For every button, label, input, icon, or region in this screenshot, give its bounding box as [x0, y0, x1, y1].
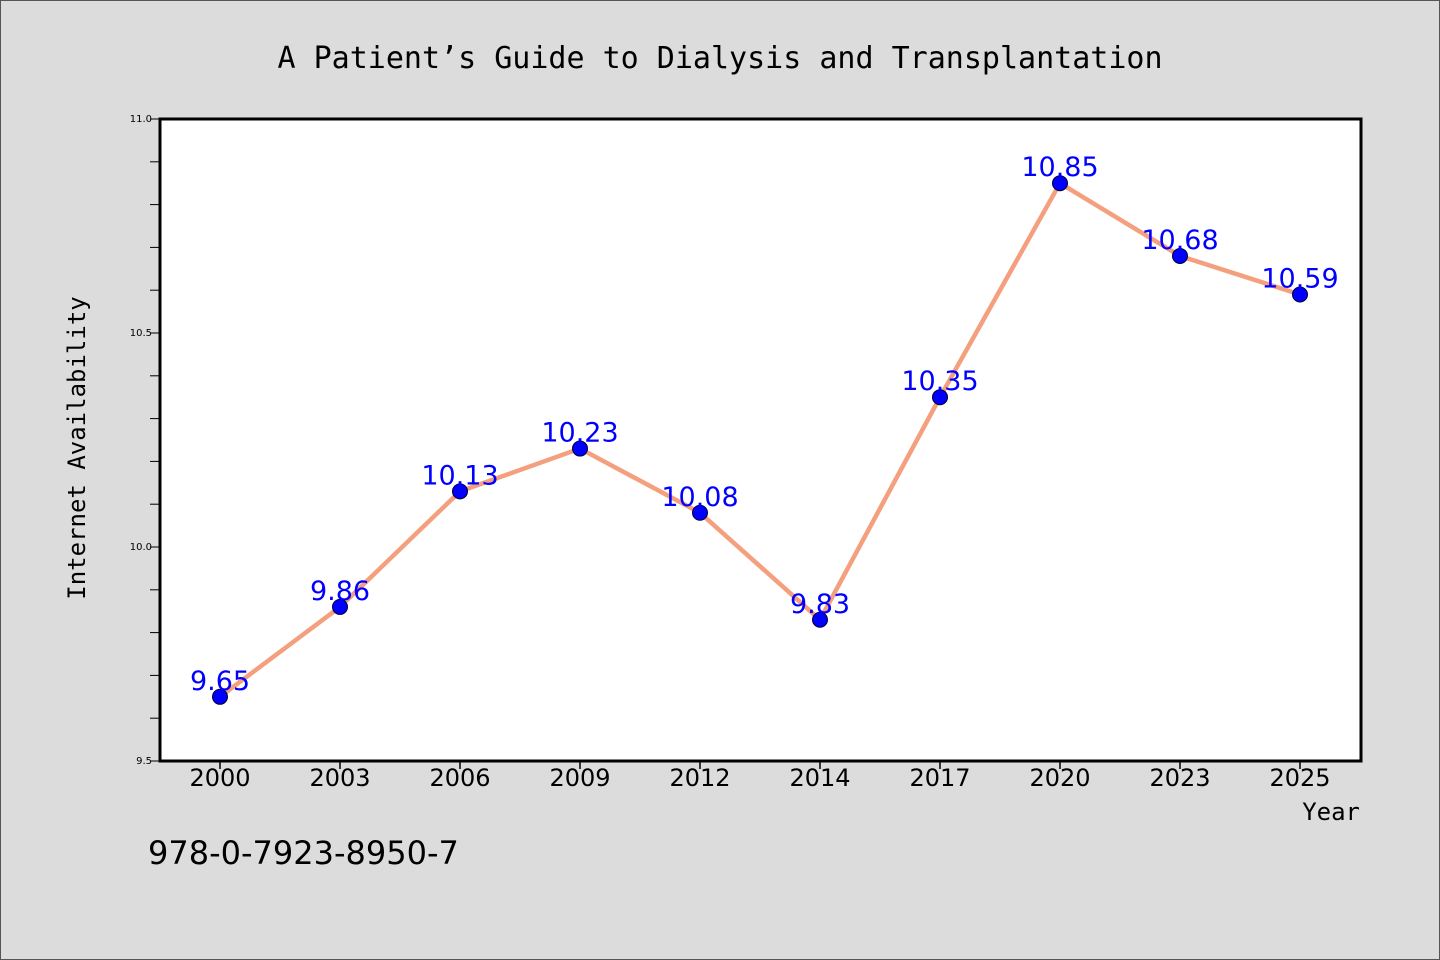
x-axis-ticks: 2000 2003 2006 2009 2012 2014 2017 2020 2023 2025 [189, 761, 1331, 792]
x-tick-label: 2012 [669, 764, 730, 792]
data-label: 10.23 [541, 418, 618, 449]
x-tick-label: 2003 [309, 764, 370, 792]
y-tick-label: 10.0 [130, 542, 152, 553]
data-point [1292, 286, 1308, 303]
y-tick-label: 10.5 [130, 328, 152, 339]
y-axis-ticks: 9.5 10.0 10.5 11.0 [130, 114, 160, 767]
data-point [1052, 175, 1068, 192]
data-label: 10.85 [1021, 152, 1098, 183]
isbn-text: 978-0-7923-8950-7 [148, 834, 459, 872]
data-labels: 9.65 9.86 10.13 10.23 10.08 9.83 10.35 10.85 10.… [190, 152, 1339, 697]
x-tick-label: 2020 [1029, 764, 1090, 792]
data-point [212, 688, 228, 705]
plot-area [158, 117, 1363, 763]
data-point [692, 504, 708, 521]
data-label: 10.35 [901, 366, 978, 397]
data-label: 9.65 [190, 666, 250, 697]
x-tick-label: 2025 [1269, 764, 1330, 792]
data-point [332, 598, 348, 615]
data-point [572, 440, 588, 457]
x-tick-label: 2000 [189, 764, 250, 792]
data-points [212, 175, 1308, 705]
series-line-group [217, 180, 1303, 700]
x-tick-label: 2023 [1149, 764, 1210, 792]
y-tick-label: 9.5 [136, 756, 152, 767]
series-line [217, 180, 1303, 700]
data-label: 9.83 [790, 589, 850, 620]
data-label: 10.68 [1141, 225, 1218, 256]
data-label: 10.13 [421, 460, 498, 491]
data-point [1172, 247, 1188, 264]
y-tick-label: 11.0 [130, 114, 152, 125]
data-label: 10.59 [1261, 263, 1338, 294]
data-point [452, 483, 468, 500]
data-label: 10.08 [661, 482, 738, 513]
chart-title: A Patient’s Guide to Dialysis and Transp… [277, 41, 1162, 76]
data-point [932, 389, 948, 406]
x-tick-label: 2009 [549, 764, 610, 792]
data-point [812, 611, 828, 628]
x-tick-label: 2014 [789, 764, 850, 792]
x-tick-label: 2017 [909, 764, 970, 792]
y-axis-label: Internet Availability [63, 296, 91, 599]
x-tick-label: 2006 [429, 764, 490, 792]
data-label: 9.86 [310, 576, 370, 607]
x-axis-label: Year [1302, 798, 1360, 826]
